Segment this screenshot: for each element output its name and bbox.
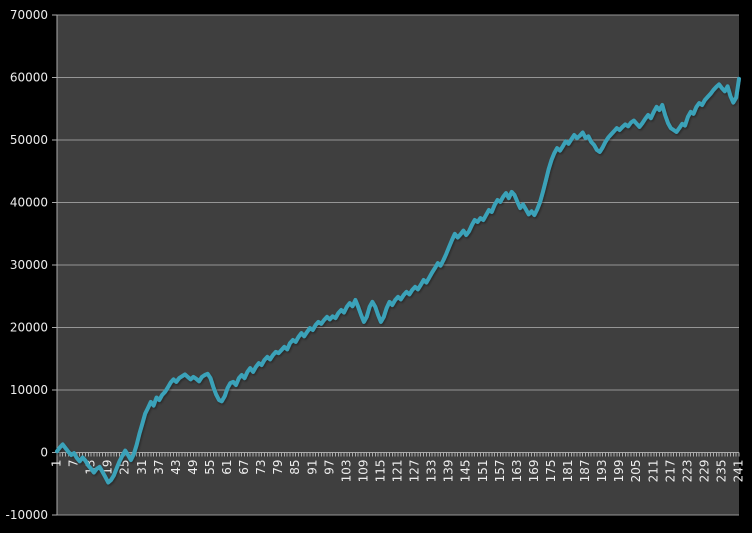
x-axis-label: 181 (561, 460, 575, 483)
x-axis-label: 145 (459, 460, 473, 483)
x-axis-label: 199 (612, 460, 626, 483)
x-axis-label: 49 (186, 460, 200, 475)
x-axis-label: 97 (322, 460, 336, 475)
y-axis-label: 0 (40, 446, 48, 460)
x-axis-label: 127 (408, 460, 422, 483)
x-axis-label: 193 (595, 460, 609, 483)
x-axis-label: 73 (254, 460, 268, 475)
y-axis-label: 60000 (10, 71, 48, 85)
x-axis-label: 217 (663, 460, 677, 483)
x-axis-label: 223 (680, 460, 694, 483)
x-axis-label: 103 (339, 460, 353, 483)
x-axis-label: 37 (152, 460, 166, 475)
y-axis-label: 40000 (10, 196, 48, 210)
x-axis-label: 229 (697, 460, 711, 483)
y-axis-label: -10000 (5, 508, 48, 522)
x-axis-label: 205 (629, 460, 643, 483)
y-axis-label: 30000 (10, 258, 48, 272)
x-axis-label: 157 (493, 460, 507, 483)
x-axis-label: 211 (646, 460, 660, 483)
x-axis-label: 121 (391, 460, 405, 483)
series-line (55, 76, 741, 485)
x-axis-label: 139 (442, 460, 456, 483)
x-axis-label: 1 (50, 460, 64, 468)
x-axis-label: 67 (237, 460, 251, 475)
y-axis-label: 10000 (10, 383, 48, 397)
x-axis-label: 79 (271, 460, 285, 475)
x-axis-label: 163 (510, 460, 524, 483)
x-axis-label: 133 (425, 460, 439, 483)
y-axis-label: 20000 (10, 321, 48, 335)
x-axis-label: 235 (714, 460, 728, 483)
x-axis-label: 187 (578, 460, 592, 483)
x-axis-label: 43 (169, 460, 183, 475)
x-axis-label: 7 (67, 460, 81, 468)
x-axis-label: 25 (118, 460, 132, 475)
x-axis-label: 91 (305, 460, 319, 475)
x-axis-label: 61 (220, 460, 234, 475)
x-axis-label: 169 (527, 460, 541, 483)
x-axis-label: 175 (544, 460, 558, 483)
x-axis-label: 241 (732, 460, 746, 483)
x-axis-label: 109 (356, 460, 370, 483)
y-axis-label: 70000 (10, 8, 48, 22)
x-axis-label: 115 (373, 460, 387, 483)
x-axis-label: 55 (203, 460, 217, 475)
x-axis-label: 151 (476, 460, 490, 483)
x-axis-label: 31 (135, 460, 149, 475)
x-axis-label: 85 (288, 460, 302, 475)
y-axis-label: 50000 (10, 133, 48, 147)
